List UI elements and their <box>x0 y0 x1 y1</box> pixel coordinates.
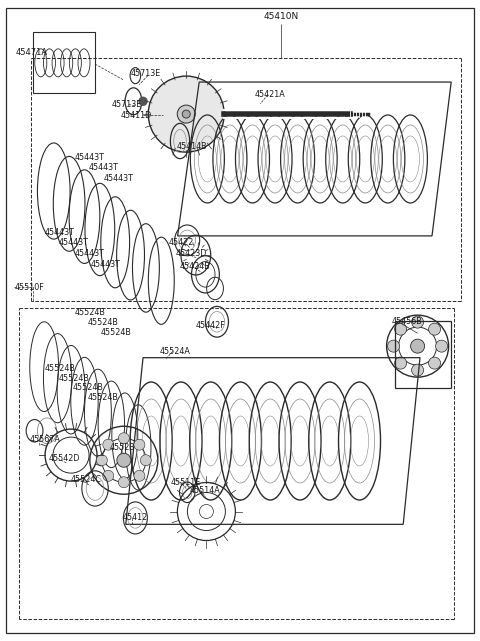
Circle shape <box>119 477 129 488</box>
Bar <box>395 320 451 388</box>
Circle shape <box>412 364 424 376</box>
Text: 45414B: 45414B <box>177 142 207 151</box>
Text: 45443T: 45443T <box>59 238 88 247</box>
Circle shape <box>429 357 441 369</box>
Text: 45443T: 45443T <box>74 153 104 162</box>
Text: 45471A: 45471A <box>15 48 48 57</box>
Circle shape <box>412 316 424 328</box>
Circle shape <box>395 323 407 335</box>
Text: 45443T: 45443T <box>90 260 120 269</box>
Text: 45524B: 45524B <box>87 393 118 402</box>
Circle shape <box>119 433 129 444</box>
Circle shape <box>388 340 399 352</box>
Text: 45713E: 45713E <box>131 69 161 78</box>
Text: 45443T: 45443T <box>89 163 119 172</box>
Text: 45524A: 45524A <box>159 347 190 356</box>
Text: 45456B: 45456B <box>391 317 422 326</box>
Text: 45423D: 45423D <box>175 249 206 258</box>
Text: 45443T: 45443T <box>44 228 74 237</box>
Text: 45523: 45523 <box>109 443 135 452</box>
Circle shape <box>395 357 407 369</box>
Text: 45524B: 45524B <box>101 328 132 337</box>
Text: 45411D: 45411D <box>121 111 152 120</box>
Circle shape <box>96 454 108 466</box>
Ellipse shape <box>177 105 195 123</box>
Text: 45422: 45422 <box>169 238 194 247</box>
Text: 45511E: 45511E <box>170 478 201 487</box>
Text: 45443T: 45443T <box>74 249 104 258</box>
Ellipse shape <box>148 76 224 152</box>
Text: 45514A: 45514A <box>190 486 220 495</box>
Text: 45421A: 45421A <box>254 90 285 99</box>
Text: 45410N: 45410N <box>263 12 299 21</box>
Ellipse shape <box>117 453 131 467</box>
Text: 45510F: 45510F <box>14 283 44 292</box>
Text: 45524C: 45524C <box>71 475 102 484</box>
Text: 45424B: 45424B <box>180 262 211 271</box>
Circle shape <box>134 470 145 481</box>
Text: 45524B: 45524B <box>87 318 118 327</box>
Text: 45443T: 45443T <box>103 174 133 183</box>
Circle shape <box>436 340 447 352</box>
Circle shape <box>134 439 145 450</box>
Text: 45542D: 45542D <box>49 454 81 463</box>
Text: 45713E: 45713E <box>111 100 142 109</box>
Circle shape <box>140 454 151 466</box>
Text: 45524B: 45524B <box>74 308 105 317</box>
Circle shape <box>103 439 114 450</box>
Text: 45412: 45412 <box>122 513 148 522</box>
Text: 45442F: 45442F <box>196 321 226 330</box>
Ellipse shape <box>182 110 190 118</box>
Text: 45567A: 45567A <box>30 435 60 444</box>
Ellipse shape <box>410 339 425 353</box>
Circle shape <box>429 323 441 335</box>
Circle shape <box>103 470 114 481</box>
Text: 45524B: 45524B <box>59 374 89 383</box>
Text: 45524B: 45524B <box>73 383 104 392</box>
Text: 45524B: 45524B <box>44 364 75 373</box>
Bar <box>33 32 95 93</box>
Circle shape <box>139 97 147 105</box>
